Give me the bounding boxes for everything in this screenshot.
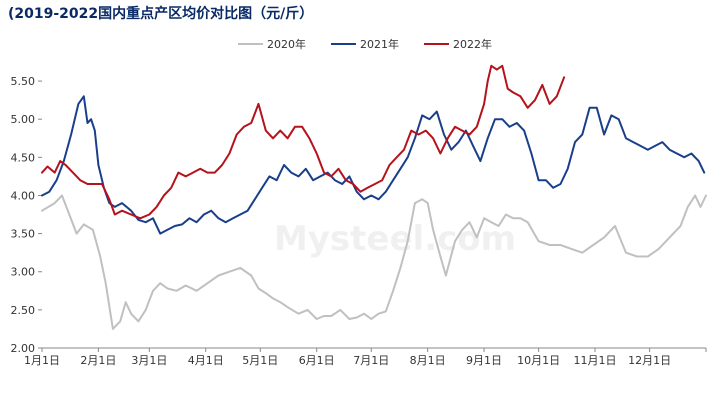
x-tick-label: 10月1日 <box>517 354 560 367</box>
y-tick-label: 3.00 <box>11 266 36 279</box>
chart-title: (2019-2022国内重点产区均价对比图（元/斤） <box>8 6 314 22</box>
x-tick-label: 7月1日 <box>353 354 389 367</box>
series-line-3 <box>41 64 566 220</box>
y-tick-label: 5.00 <box>11 113 36 126</box>
legend-label-1: 2020年 <box>267 37 306 51</box>
y-tick-label: 4.00 <box>11 189 36 202</box>
legend-label-2: 2021年 <box>360 37 399 51</box>
series-line-1 <box>41 194 707 330</box>
x-tick-label: 8月1日 <box>410 354 446 367</box>
y-tick-label: 4.50 <box>11 151 36 164</box>
x-tick-label: 2月1日 <box>80 354 116 367</box>
x-tick-label: 4月1日 <box>188 354 224 367</box>
watermark: Mysteel.com <box>274 219 516 259</box>
x-tick-label: 5月1日 <box>242 354 278 367</box>
x-tick-label: 11月1日 <box>574 354 617 367</box>
x-tick-label: 3月1日 <box>131 354 167 367</box>
y-tick-label: 5.50 <box>11 75 36 88</box>
legend-label-3: 2022年 <box>453 37 492 51</box>
x-tick-label: 9月1日 <box>466 354 502 367</box>
series-line-2 <box>41 95 706 235</box>
y-tick-label: 3.50 <box>11 228 36 241</box>
x-tick-label: 1月1日 <box>24 354 60 367</box>
x-tick-label: 12月1日 <box>628 354 671 367</box>
y-tick-label: 2.50 <box>11 304 36 317</box>
x-tick-label: 6月1日 <box>299 354 335 367</box>
y-tick-label: 2.00 <box>11 342 36 355</box>
